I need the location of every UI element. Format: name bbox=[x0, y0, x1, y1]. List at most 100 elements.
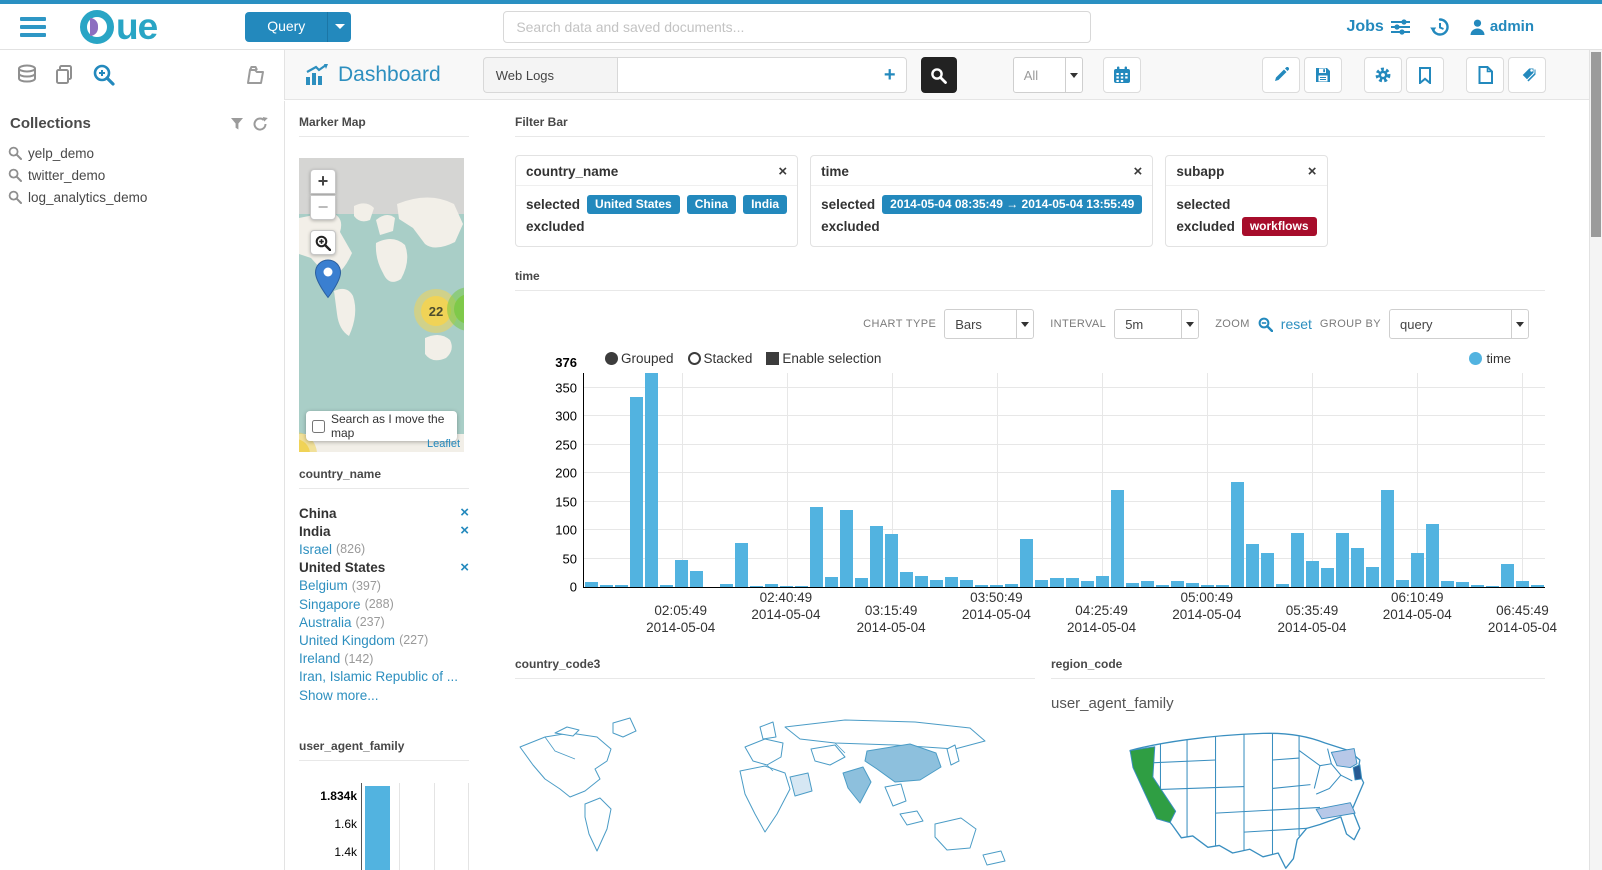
query-button[interactable]: Query bbox=[245, 11, 352, 42]
time-bar[interactable] bbox=[1110, 490, 1124, 587]
us-choropleth-map[interactable] bbox=[1113, 722, 1413, 870]
time-bar[interactable] bbox=[870, 526, 884, 587]
close-icon[interactable]: × bbox=[778, 162, 788, 180]
time-bar[interactable] bbox=[1290, 532, 1304, 587]
map-zoom-out-button[interactable]: − bbox=[310, 195, 336, 220]
collection-item[interactable]: log_analytics_demo bbox=[8, 186, 284, 208]
time-bar[interactable] bbox=[840, 509, 854, 587]
time-bar[interactable] bbox=[1455, 582, 1469, 587]
time-bar[interactable] bbox=[1170, 581, 1184, 587]
collection-item[interactable]: twitter_demo bbox=[8, 164, 284, 186]
database-icon[interactable] bbox=[16, 64, 38, 86]
edit-button[interactable] bbox=[1262, 57, 1300, 93]
time-bar[interactable] bbox=[1065, 578, 1079, 587]
facet-item-label[interactable]: Australia bbox=[299, 614, 352, 630]
show-more-link[interactable]: Show more... bbox=[299, 687, 379, 703]
new-document-button[interactable] bbox=[1466, 57, 1504, 93]
facet-item-label[interactable]: Belgium bbox=[299, 578, 348, 594]
query-button-label[interactable]: Query bbox=[245, 11, 328, 42]
time-bar[interactable] bbox=[1140, 581, 1154, 587]
add-query-fragment-button[interactable]: + bbox=[877, 60, 903, 90]
map-pin-icon[interactable] bbox=[314, 259, 342, 299]
time-bar[interactable] bbox=[780, 585, 794, 587]
time-bar[interactable] bbox=[1380, 490, 1394, 587]
map-zoom-in-button[interactable]: + bbox=[310, 169, 336, 194]
time-bar[interactable] bbox=[1410, 552, 1424, 587]
time-bar[interactable] bbox=[1050, 577, 1064, 587]
filter-tag[interactable]: 2014-05-04 08:35:49 → 2014-05-04 13:55:4… bbox=[882, 194, 1143, 214]
time-bar[interactable] bbox=[765, 584, 779, 587]
user-menu[interactable]: admin bbox=[1470, 18, 1534, 35]
documents-icon[interactable] bbox=[54, 64, 76, 86]
time-bar[interactable] bbox=[1500, 564, 1514, 587]
tags-button[interactable] bbox=[1508, 57, 1546, 93]
time-bar[interactable] bbox=[630, 397, 644, 587]
time-bar[interactable] bbox=[915, 576, 929, 587]
remove-facet-icon[interactable]: × bbox=[460, 522, 469, 540]
time-bar[interactable] bbox=[795, 585, 809, 587]
dashboard-search-input[interactable] bbox=[616, 57, 907, 93]
time-bar[interactable] bbox=[930, 580, 944, 587]
stacked-radio[interactable]: Stacked bbox=[687, 351, 752, 366]
facet-item[interactable]: United States × bbox=[299, 559, 469, 577]
series-legend[interactable]: time bbox=[1469, 351, 1511, 366]
leaflet-map[interactable]: 5 22 2 + − bbox=[299, 158, 464, 452]
storage-folder-icon[interactable] bbox=[244, 63, 268, 87]
search-as-move-checkbox[interactable] bbox=[312, 418, 325, 434]
time-bar[interactable] bbox=[1155, 585, 1169, 587]
time-bar[interactable] bbox=[1230, 481, 1244, 587]
time-bar[interactable] bbox=[1470, 585, 1484, 587]
filter-tag[interactable]: China bbox=[686, 194, 737, 214]
enable-selection-checkbox[interactable]: Enable selection bbox=[766, 351, 881, 366]
facet-item[interactable]: United Kingdom (227) bbox=[299, 631, 469, 649]
time-bar[interactable] bbox=[1305, 561, 1319, 587]
time-bar[interactable] bbox=[1005, 583, 1019, 587]
filter-tag[interactable]: United States bbox=[587, 194, 680, 214]
facet-item[interactable]: Belgium (397) bbox=[299, 577, 469, 595]
country-india[interactable] bbox=[842, 766, 872, 804]
time-bar[interactable] bbox=[1350, 548, 1364, 587]
facet-item-label[interactable]: Ireland bbox=[299, 651, 341, 667]
interval-select[interactable]: 5m bbox=[1114, 309, 1200, 339]
time-bar[interactable] bbox=[1260, 552, 1274, 587]
bookmark-button[interactable] bbox=[1406, 57, 1444, 93]
time-bar[interactable] bbox=[1095, 575, 1109, 587]
time-bar[interactable] bbox=[600, 584, 614, 587]
time-bar[interactable] bbox=[675, 560, 689, 587]
time-bar[interactable] bbox=[1275, 584, 1289, 587]
filter-tag-excluded[interactable]: workflows bbox=[1241, 216, 1317, 236]
group-by-select[interactable]: query bbox=[1389, 309, 1529, 339]
close-icon[interactable]: × bbox=[1307, 162, 1317, 180]
state-new-jersey[interactable] bbox=[1352, 764, 1363, 781]
time-bar[interactable] bbox=[750, 585, 764, 587]
chart-type-select[interactable]: Bars bbox=[944, 309, 1035, 339]
time-bar[interactable] bbox=[855, 578, 869, 587]
facet-item[interactable]: Iran, Islamic Republic of ... bbox=[299, 668, 469, 686]
grouped-radio[interactable]: Grouped bbox=[605, 351, 674, 366]
time-bar[interactable] bbox=[615, 584, 629, 587]
time-bar[interactable] bbox=[1185, 583, 1199, 587]
mini-bar[interactable] bbox=[365, 786, 390, 870]
save-button[interactable] bbox=[1304, 57, 1342, 93]
time-bar[interactable] bbox=[1125, 583, 1139, 587]
facet-item[interactable]: Ireland (142) bbox=[299, 650, 469, 668]
remove-facet-icon[interactable]: × bbox=[460, 558, 469, 576]
time-bar[interactable] bbox=[1245, 544, 1259, 587]
time-bar[interactable] bbox=[1440, 581, 1454, 587]
query-dropdown-toggle[interactable] bbox=[327, 11, 352, 42]
scope-select[interactable]: All bbox=[1012, 57, 1083, 93]
country-china[interactable] bbox=[864, 743, 942, 783]
time-bar[interactable] bbox=[735, 542, 749, 587]
time-bar[interactable] bbox=[825, 577, 839, 587]
time-bar[interactable] bbox=[1320, 568, 1334, 587]
global-search-input[interactable] bbox=[503, 10, 1092, 43]
time-bar[interactable] bbox=[1035, 580, 1049, 587]
remove-facet-icon[interactable]: × bbox=[460, 504, 469, 522]
country-saudi-arabia[interactable] bbox=[789, 772, 813, 797]
time-bar[interactable] bbox=[1215, 585, 1229, 587]
facet-item[interactable]: India × bbox=[299, 522, 469, 540]
date-picker-button[interactable] bbox=[1102, 57, 1141, 93]
time-bar[interactable] bbox=[1335, 532, 1349, 587]
facet-item-label[interactable]: United Kingdom bbox=[299, 632, 396, 648]
facet-item[interactable]: Australia (237) bbox=[299, 613, 469, 631]
